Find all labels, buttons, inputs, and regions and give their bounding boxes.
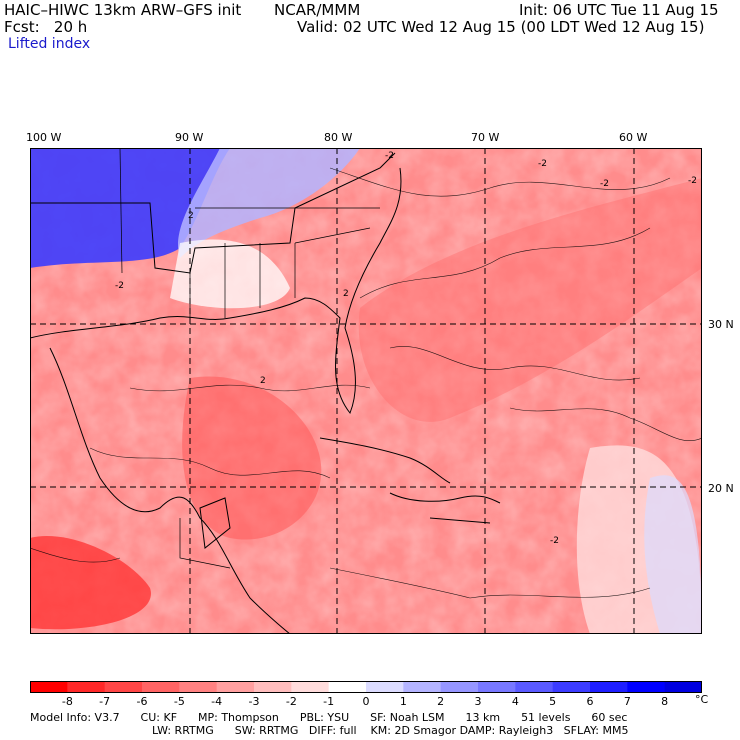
model-title: HAIC–HIWC 13km ARW–GFS init: [4, 1, 242, 19]
colorbar-tick-label: 4: [511, 695, 519, 708]
contour-label-group: -2 -2 -2 -2 2 2 -2 2 -2: [115, 151, 697, 546]
colorbar-tick-label: -6: [136, 695, 148, 708]
colorbar-swatch: [67, 681, 106, 693]
lon-label-70w: 70 W: [471, 131, 500, 144]
lon-label-60w: 60 W: [619, 131, 648, 144]
colorbar-tick-label: -7: [99, 695, 111, 708]
colorbar-tick-label: 1: [399, 695, 407, 708]
colorbar-swatch: [627, 681, 666, 693]
model-info-line2: LW: RRTMG SW: RRTMG DIFF: full KM: 2D Sm…: [152, 724, 629, 737]
strong-instability-atlantic: [358, 178, 702, 422]
contour-label: 2: [260, 376, 266, 386]
field-name: Lifted index: [8, 36, 91, 52]
colorbar-swatch: [104, 681, 143, 693]
neutral-region-east-blue: [644, 475, 702, 634]
lon-label-80w: 80 W: [324, 131, 353, 144]
forecast-hour: Fcst: 20 h: [4, 18, 88, 36]
valid-time: Valid: 02 UTC Wed 12 Aug 15 (00 LDT Wed …: [297, 18, 705, 36]
strong-instability-sw: [30, 536, 151, 630]
colorbar-swatch: [440, 681, 479, 693]
colorbar-swatch: [30, 681, 68, 693]
colorbar-swatch: [216, 681, 255, 693]
colorbar-swatch: [552, 681, 591, 693]
colorbar-tick-label: -8: [61, 695, 73, 708]
colorbar-swatch: [403, 681, 442, 693]
lifted-index-map: -2 -2 -2 -2 2 2 -2 2 -2: [30, 148, 702, 634]
coastlines: [30, 152, 501, 634]
colorbar-swatch: [179, 681, 218, 693]
colorbar-tick-label: -3: [248, 695, 260, 708]
colorbar-tick-label: -1: [323, 695, 335, 708]
colorbar-unit: °C: [695, 693, 709, 706]
colorbar-tick-label: 3: [474, 695, 482, 708]
init-time: Init: 06 UTC Tue 11 Aug 15: [519, 1, 719, 19]
colorbar-tick-label: -5: [173, 695, 185, 708]
colorbar-tick-label: 0: [362, 695, 370, 708]
contour-label: -2: [385, 151, 394, 161]
colorbar-tick-label: 6: [586, 695, 594, 708]
stable-region-north: [178, 148, 360, 258]
colorbar-tick-label: 8: [661, 695, 669, 708]
org-label: NCAR/MMM: [274, 1, 361, 19]
colorbar-tick-label: 2: [437, 695, 445, 708]
contour-label: 2: [343, 289, 349, 299]
map-frame: [30, 148, 702, 634]
colorbar-swatch: [254, 681, 292, 693]
colorbar-swatch: [478, 681, 516, 693]
colorbar-swatch: [142, 681, 180, 693]
colorbar-swatch: [515, 681, 554, 693]
lat-lon-grid: [30, 148, 702, 634]
colorbar-swatch: [366, 681, 404, 693]
contours: [30, 167, 702, 599]
model-info-line1: Model Info: V3.7 CU: KF MP: Thompson PBL…: [30, 711, 628, 724]
strong-instability-gulf: [182, 376, 322, 540]
lon-label-100w: 100 W: [26, 131, 62, 144]
colorbar-swatch: [328, 681, 367, 693]
colorbar-tick-label: -4: [211, 695, 223, 708]
contour-label: -2: [115, 281, 124, 291]
colorbar-tick-label: 7: [623, 695, 631, 708]
contour-label: -2: [688, 176, 697, 186]
colorbar: [30, 681, 702, 693]
contour-label: -2: [550, 536, 559, 546]
lon-label-90w: 90 W: [175, 131, 204, 144]
colorbar-tick-label: -2: [285, 695, 297, 708]
contour-label: -2: [600, 179, 609, 189]
contour-label: -2: [538, 159, 547, 169]
lat-label-30n: 30 N: [708, 318, 734, 331]
colorbar-swatch: [291, 681, 330, 693]
contour-label: 2: [188, 211, 194, 221]
colorbar-swatch: [664, 681, 702, 693]
colorbar-frame: [30, 681, 702, 693]
colorbar-swatch: [590, 681, 628, 693]
colorbar-tick-label: 5: [549, 695, 557, 708]
lat-label-20n: 20 N: [708, 482, 734, 495]
